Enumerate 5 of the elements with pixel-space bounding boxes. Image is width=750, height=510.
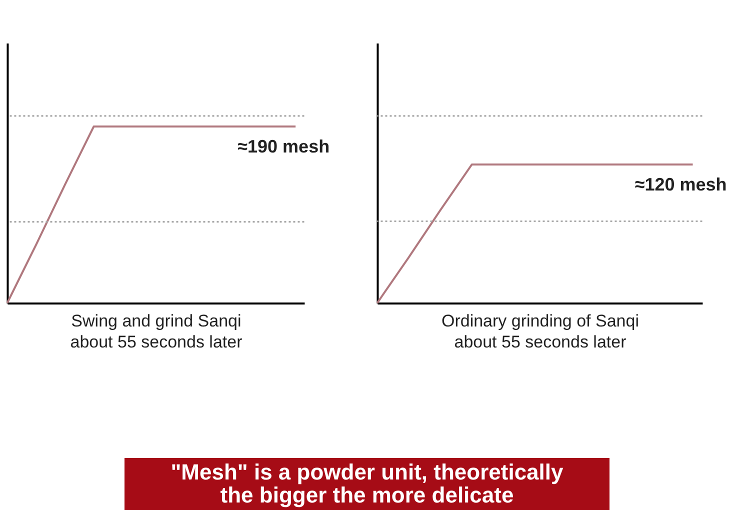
x-axis-title: Ordinary grinding of Sanqi about 55 seconds later: [441, 312, 639, 352]
text: "Mesh" is a powder unit, theoretically the bigger the more delicate: [170, 460, 564, 508]
annotation: ≈190 mesh: [238, 136, 330, 157]
x-axis-title: Swing and grind Sanqi about 55 seconds later: [70, 312, 243, 352]
annotation: ≈120 mesh: [634, 174, 727, 194]
